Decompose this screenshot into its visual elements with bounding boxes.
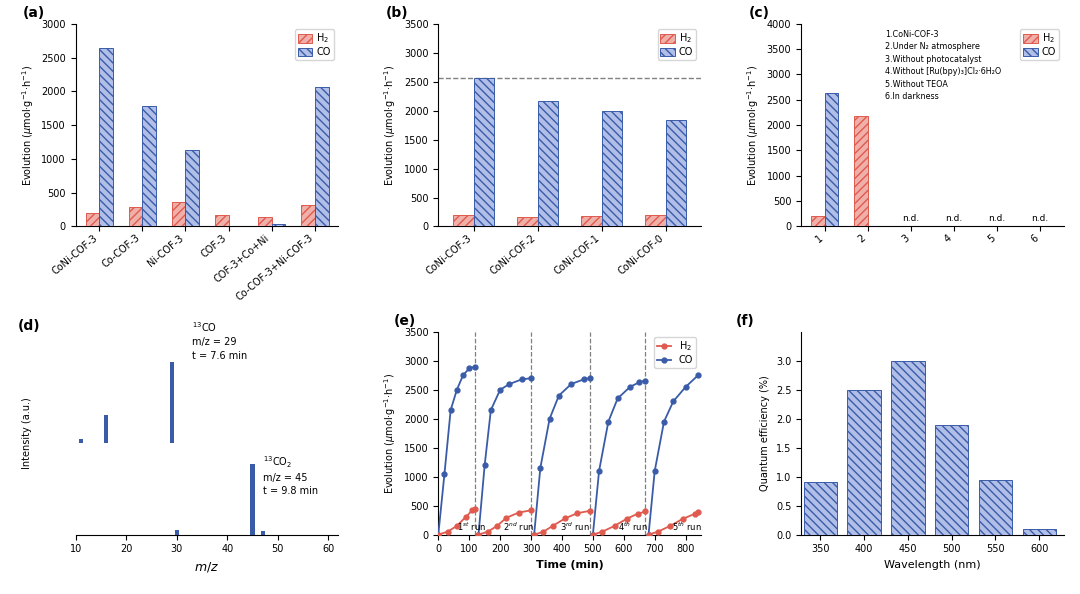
Text: (e): (e)	[393, 314, 416, 328]
Bar	[175, 530, 178, 535]
Text: (f): (f)	[735, 314, 754, 328]
Bar	[170, 362, 174, 443]
Bar	[538, 102, 558, 226]
Y-axis label: Evolution ($\mu$mol·g$^{-1}$·h$^{-1}$): Evolution ($\mu$mol·g$^{-1}$·h$^{-1}$)	[745, 65, 761, 186]
Text: (b): (b)	[386, 6, 408, 20]
Bar	[517, 217, 538, 226]
Bar	[1023, 529, 1056, 535]
Bar	[172, 202, 186, 226]
Bar	[978, 479, 1012, 535]
Bar	[104, 415, 108, 443]
Bar	[848, 390, 880, 535]
Text: 3$^{rd}$ run: 3$^{rd}$ run	[561, 520, 591, 533]
Bar	[804, 482, 837, 535]
Text: 1.CoNi-COF-3
2.Under N₂ atmosphere
3.Without photocatalyst
4.Without [Ru(bpy)₃]C: 1.CoNi-COF-3 2.Under N₂ atmosphere 3.Wit…	[886, 30, 1001, 102]
Bar	[891, 361, 924, 535]
Text: 1$^{st}$ run: 1$^{st}$ run	[457, 520, 486, 533]
Bar	[215, 214, 229, 226]
Bar	[272, 225, 285, 226]
Bar	[581, 216, 602, 226]
Text: n.d.: n.d.	[945, 214, 962, 223]
Y-axis label: Evolution ($\mu$mol·g$^{-1}$·h$^{-1}$): Evolution ($\mu$mol·g$^{-1}$·h$^{-1}$)	[19, 65, 36, 186]
Bar	[646, 214, 666, 226]
Bar	[260, 531, 265, 535]
Bar	[99, 48, 113, 226]
Legend: H$_2$, CO: H$_2$, CO	[1021, 29, 1058, 60]
Text: $^{13}$CO
m/z = 29
t = 7.6 min: $^{13}$CO m/z = 29 t = 7.6 min	[192, 321, 247, 361]
Legend: H$_2$, CO: H$_2$, CO	[658, 29, 697, 60]
Text: Intensity (a.u.): Intensity (a.u.)	[22, 397, 32, 469]
Bar	[602, 111, 622, 226]
Bar	[258, 217, 272, 226]
Bar	[666, 121, 687, 226]
Bar	[85, 213, 99, 226]
Legend: H$_2$, CO: H$_2$, CO	[295, 29, 334, 60]
Text: (a): (a)	[23, 6, 45, 20]
Bar	[473, 78, 494, 226]
Bar	[143, 106, 157, 226]
Text: n.d.: n.d.	[902, 214, 919, 223]
Legend: H$_2$, CO: H$_2$, CO	[653, 337, 697, 368]
Bar	[811, 216, 825, 226]
Y-axis label: Evolution ($\mu$mol·g$^{-1}$·h$^{-1}$): Evolution ($\mu$mol·g$^{-1}$·h$^{-1}$)	[382, 65, 399, 186]
Bar	[854, 116, 867, 226]
Text: 2$^{nd}$ run: 2$^{nd}$ run	[503, 520, 535, 533]
Y-axis label: Quantum efficiency (%): Quantum efficiency (%)	[760, 375, 770, 491]
Text: (c): (c)	[748, 6, 769, 20]
Text: (d): (d)	[17, 319, 40, 333]
Text: 5$^{th}$ run: 5$^{th}$ run	[672, 520, 701, 533]
Bar	[453, 214, 473, 226]
X-axis label: $m/z$: $m/z$	[194, 560, 219, 574]
Bar	[79, 440, 83, 443]
Bar	[251, 465, 255, 535]
Y-axis label: Evolution ($\mu$mol·g$^{-1}$·h$^{-1}$): Evolution ($\mu$mol·g$^{-1}$·h$^{-1}$)	[382, 372, 399, 494]
Bar	[935, 425, 969, 535]
Text: n.d.: n.d.	[988, 214, 1005, 223]
Bar	[129, 207, 143, 226]
Text: 4$^{th}$ run: 4$^{th}$ run	[618, 520, 647, 533]
Text: n.d.: n.d.	[1031, 214, 1049, 223]
Bar	[186, 150, 199, 226]
Text: $^{13}$CO$_2$
m/z = 45
t = 9.8 min: $^{13}$CO$_2$ m/z = 45 t = 9.8 min	[262, 454, 318, 496]
Bar	[301, 205, 314, 226]
Bar	[314, 87, 328, 226]
X-axis label: Time (min): Time (min)	[536, 560, 604, 570]
X-axis label: Wavelength (nm): Wavelength (nm)	[885, 560, 981, 570]
Bar	[825, 93, 838, 226]
